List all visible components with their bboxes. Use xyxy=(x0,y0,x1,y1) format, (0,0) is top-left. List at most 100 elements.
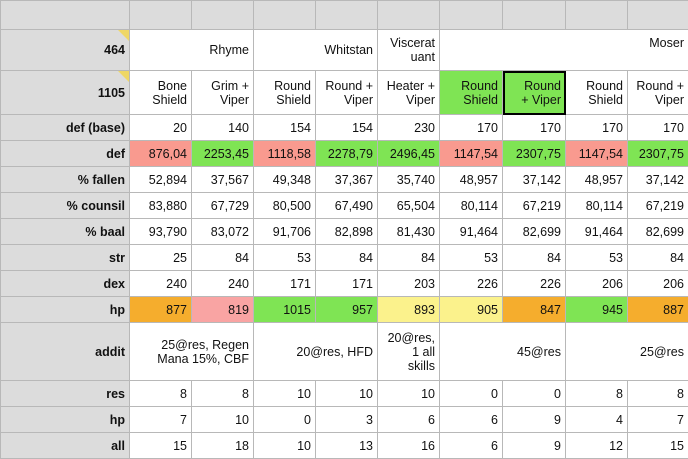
value-cell[interactable]: 2307,75 xyxy=(502,140,566,167)
header-bar-cell[interactable] xyxy=(439,0,503,30)
row-label-dex[interactable]: dex xyxy=(0,270,130,297)
header-bar-cell[interactable] xyxy=(502,0,566,30)
value-cell[interactable]: 819 xyxy=(191,296,254,323)
value-cell[interactable]: 84 xyxy=(315,244,378,271)
value-cell[interactable]: 140 xyxy=(191,114,254,141)
value-cell[interactable]: 35,740 xyxy=(377,166,440,193)
value-cell[interactable]: 230 xyxy=(377,114,440,141)
value-cell[interactable]: 80,114 xyxy=(565,192,628,219)
item-cell-selected[interactable]: Round + Viper xyxy=(502,70,566,115)
value-cell[interactable]: 84 xyxy=(377,244,440,271)
item-cell[interactable]: Round Shield xyxy=(439,70,503,115)
row-label-hp[interactable]: hp xyxy=(0,296,130,323)
value-cell[interactable]: 53 xyxy=(439,244,503,271)
value-cell[interactable]: 1118,58 xyxy=(253,140,316,167)
item-cell[interactable]: Round Shield xyxy=(565,70,628,115)
value-cell[interactable]: 37,367 xyxy=(315,166,378,193)
value-cell[interactable]: 10 xyxy=(253,380,316,407)
name-moser[interactable]: Moser xyxy=(439,29,688,71)
value-cell[interactable]: 8 xyxy=(191,380,254,407)
value-cell[interactable]: 80,114 xyxy=(439,192,503,219)
value-cell[interactable]: 48,957 xyxy=(439,166,503,193)
value-cell[interactable]: 67,729 xyxy=(191,192,254,219)
item-cell[interactable]: Grim + Viper xyxy=(191,70,254,115)
value-cell[interactable]: 91,464 xyxy=(439,218,503,245)
value-cell[interactable]: 170 xyxy=(502,114,566,141)
value-cell[interactable]: 4 xyxy=(565,406,628,433)
value-cell[interactable]: 15 xyxy=(627,432,688,459)
row-label-counsil[interactable]: % counsil xyxy=(0,192,130,219)
header-bar-cell[interactable] xyxy=(191,0,254,30)
row-label-def[interactable]: def xyxy=(0,140,130,167)
value-cell[interactable]: 6 xyxy=(377,406,440,433)
value-cell[interactable]: 1147,54 xyxy=(565,140,628,167)
value-cell[interactable]: 82,699 xyxy=(502,218,566,245)
addit-rhyme[interactable]: 25@res, Regen Mana 15%, CBF xyxy=(129,322,254,381)
value-cell[interactable]: 1147,54 xyxy=(439,140,503,167)
item-cell[interactable]: Round Shield xyxy=(253,70,316,115)
value-cell[interactable]: 53 xyxy=(565,244,628,271)
value-cell[interactable]: 18 xyxy=(191,432,254,459)
header-bar-cell[interactable] xyxy=(377,0,440,30)
value-cell[interactable]: 170 xyxy=(627,114,688,141)
value-cell[interactable]: 905 xyxy=(439,296,503,323)
value-cell[interactable]: 53 xyxy=(253,244,316,271)
value-cell[interactable]: 20 xyxy=(129,114,192,141)
value-cell[interactable]: 226 xyxy=(439,270,503,297)
item-cell[interactable]: Round + Viper xyxy=(627,70,688,115)
value-cell[interactable]: 49,348 xyxy=(253,166,316,193)
name-viscerat[interactable]: Viscerat uant xyxy=(377,29,440,71)
value-cell[interactable]: 9 xyxy=(502,432,566,459)
row-label-all[interactable]: all xyxy=(0,432,130,459)
value-cell[interactable]: 67,219 xyxy=(627,192,688,219)
value-cell[interactable]: 2253,45 xyxy=(191,140,254,167)
value-cell[interactable]: 91,464 xyxy=(565,218,628,245)
item-cell[interactable]: Bone Shield xyxy=(129,70,192,115)
value-cell[interactable]: 10 xyxy=(377,380,440,407)
value-cell[interactable]: 65,504 xyxy=(377,192,440,219)
value-cell[interactable]: 8 xyxy=(129,380,192,407)
value-cell[interactable]: 887 xyxy=(627,296,688,323)
value-cell[interactable]: 8 xyxy=(627,380,688,407)
value-cell[interactable]: 91,706 xyxy=(253,218,316,245)
row-label-def-base[interactable]: def (base) xyxy=(0,114,130,141)
value-cell[interactable]: 877 xyxy=(129,296,192,323)
value-cell[interactable]: 957 xyxy=(315,296,378,323)
value-cell[interactable]: 206 xyxy=(565,270,628,297)
value-cell[interactable]: 81,430 xyxy=(377,218,440,245)
value-cell[interactable]: 25 xyxy=(129,244,192,271)
row-label-baal[interactable]: % baal xyxy=(0,218,130,245)
value-cell[interactable]: 240 xyxy=(191,270,254,297)
value-cell[interactable]: 2278,79 xyxy=(315,140,378,167)
header-bar-cell[interactable] xyxy=(315,0,378,30)
value-cell[interactable]: 876,04 xyxy=(129,140,192,167)
value-cell[interactable]: 847 xyxy=(502,296,566,323)
header-bar-cell[interactable] xyxy=(129,0,192,30)
value-cell[interactable]: 945 xyxy=(565,296,628,323)
row-label-addit[interactable]: addit xyxy=(0,322,130,381)
value-cell[interactable]: 7 xyxy=(129,406,192,433)
value-cell[interactable]: 170 xyxy=(439,114,503,141)
value-cell[interactable]: 893 xyxy=(377,296,440,323)
addit-moser-b[interactable]: 25@res xyxy=(565,322,688,381)
value-cell[interactable]: 13 xyxy=(315,432,378,459)
value-cell[interactable]: 83,072 xyxy=(191,218,254,245)
value-cell[interactable]: 6 xyxy=(439,406,503,433)
value-cell[interactable]: 0 xyxy=(253,406,316,433)
value-cell[interactable]: 226 xyxy=(502,270,566,297)
value-cell[interactable]: 82,699 xyxy=(627,218,688,245)
value-cell[interactable]: 37,567 xyxy=(191,166,254,193)
value-cell[interactable]: 67,490 xyxy=(315,192,378,219)
value-cell[interactable]: 80,500 xyxy=(253,192,316,219)
value-cell[interactable]: 12 xyxy=(565,432,628,459)
header-bar-cell[interactable] xyxy=(0,0,130,30)
value-cell[interactable]: 84 xyxy=(502,244,566,271)
value-cell[interactable]: 6 xyxy=(439,432,503,459)
value-cell[interactable]: 7 xyxy=(627,406,688,433)
row-label-fallen[interactable]: % fallen xyxy=(0,166,130,193)
value-cell[interactable]: 154 xyxy=(315,114,378,141)
row-label-str[interactable]: str xyxy=(0,244,130,271)
value-cell[interactable]: 16 xyxy=(377,432,440,459)
value-cell[interactable]: 154 xyxy=(253,114,316,141)
row-label-hp2[interactable]: hp xyxy=(0,406,130,433)
